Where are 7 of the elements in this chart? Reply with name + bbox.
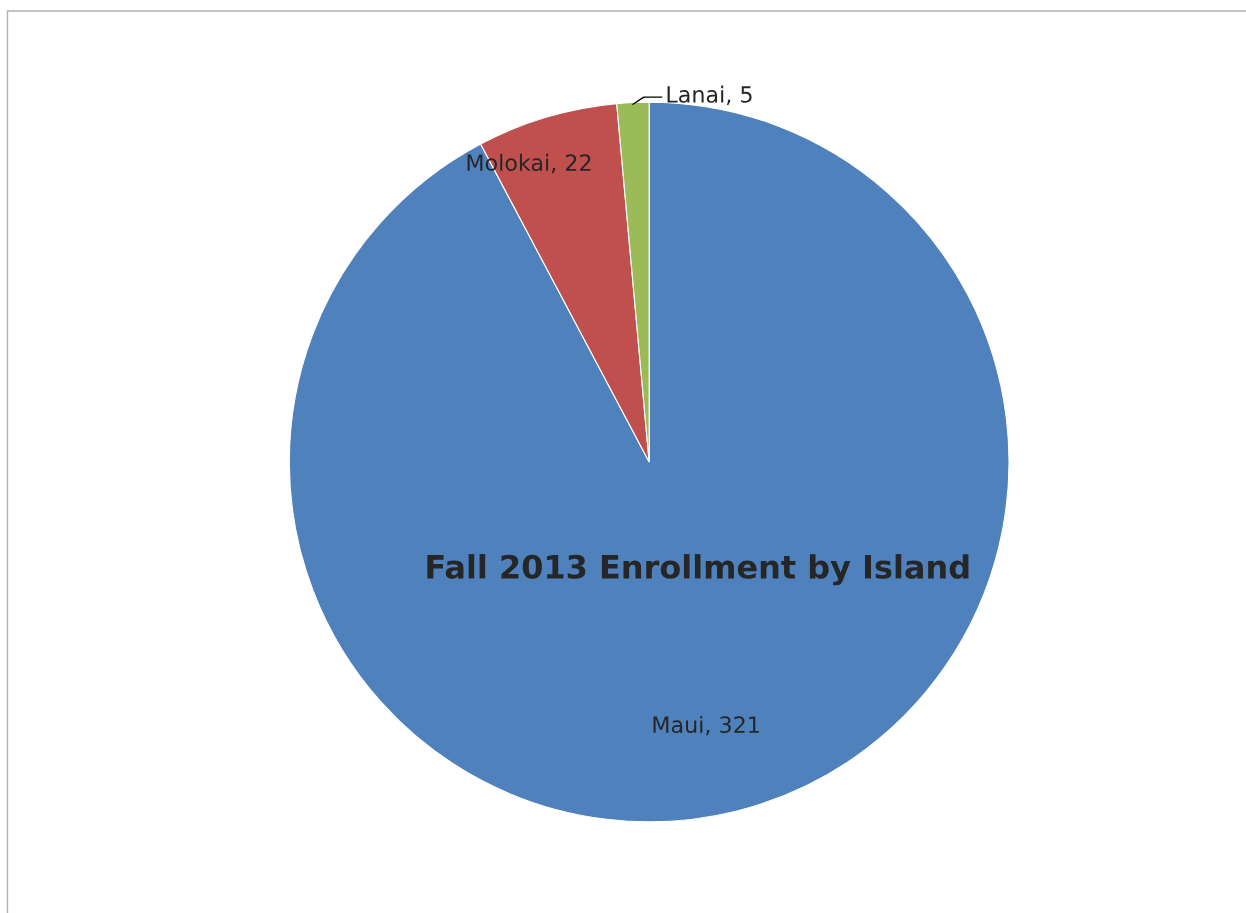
slice-label: Lanai (667, 85, 724, 103)
pie-slice (288, 101, 1010, 823)
data-label: , 22 (551, 154, 591, 174)
text: Fall 2013 Enrollment by Island (427, 554, 969, 586)
slice-label: Maui (653, 715, 703, 734)
data-label: , 321 (706, 716, 759, 736)
data-label: , 5 (726, 86, 752, 106)
